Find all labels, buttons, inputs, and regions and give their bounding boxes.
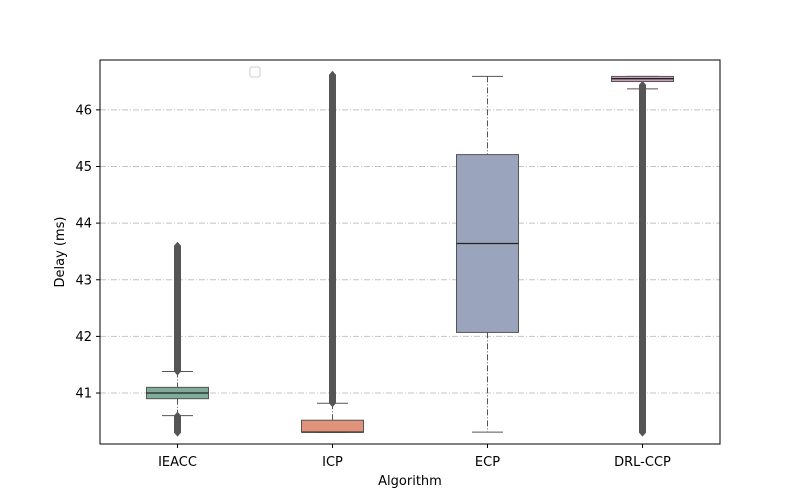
y-tick-label: 44: [75, 217, 92, 232]
x-tick-label: ICP: [322, 455, 343, 470]
x-axis-label: Algorithm: [378, 474, 442, 489]
outlier-band: [174, 415, 181, 433]
y-tick-label: 45: [75, 160, 92, 175]
legend-box: [249, 66, 261, 78]
y-tick-label: 41: [75, 387, 92, 402]
y-axis-ticks: 41 42 43 44 45 46: [75, 103, 100, 402]
plot-frame: [99, 59, 721, 445]
y-tick-label: 46: [75, 103, 92, 118]
y-tick-label: 43: [75, 273, 92, 288]
boxes: [146, 70, 674, 437]
box-ieacc: [146, 241, 209, 437]
y-tick-label: 42: [75, 330, 92, 345]
outlier-marker: [174, 241, 181, 250]
outlier-band: [329, 74, 336, 404]
x-tick-label: IEACC: [158, 455, 197, 470]
outlier-marker: [639, 428, 646, 437]
box-icp: [301, 70, 364, 433]
box-ecp: [456, 75, 519, 433]
outlier-band: [174, 245, 181, 372]
gridlines: [100, 109, 720, 394]
box-body: [301, 419, 364, 433]
outlier-marker: [174, 428, 181, 437]
box-drl-ccp: [611, 75, 674, 437]
x-axis-ticks: IEACC ICP ECP DRL-CCP: [158, 444, 671, 470]
y-axis-label: Delay (ms): [53, 217, 68, 288]
x-tick-label: DRL-CCP: [614, 455, 671, 470]
outlier-band: [639, 84, 646, 433]
outlier-marker: [329, 70, 336, 79]
x-tick-label: ECP: [475, 455, 500, 470]
